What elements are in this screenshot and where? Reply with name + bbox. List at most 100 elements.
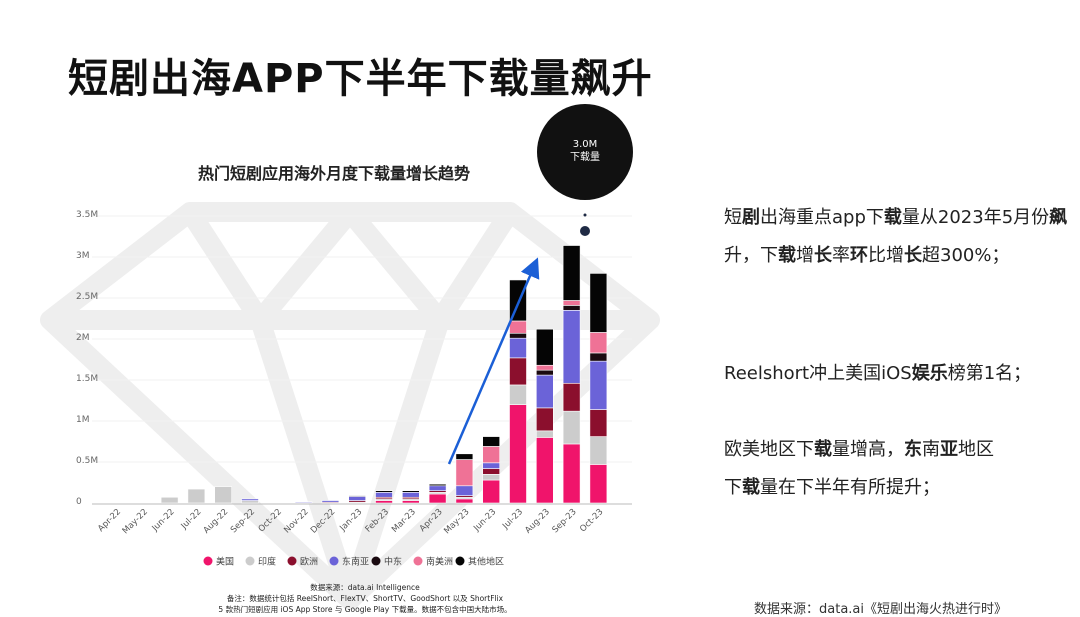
bar-segment <box>563 310 580 383</box>
legend-swatch <box>246 557 255 566</box>
bar-segment <box>536 375 553 408</box>
bar-segment <box>483 437 500 447</box>
bar-segment <box>161 497 178 503</box>
bar-segment <box>402 492 419 497</box>
bar-segment <box>295 502 312 503</box>
legend-swatch <box>414 557 423 566</box>
bar-segment <box>242 501 259 503</box>
bar-segment <box>536 365 553 370</box>
bar-segment <box>456 454 473 460</box>
legend-label: 印度 <box>258 556 276 568</box>
legend-swatch <box>456 557 465 566</box>
y-tick-label: 3.5M <box>76 210 98 220</box>
bar-segment <box>590 437 607 465</box>
bar-segment <box>483 446 500 462</box>
insight-paragraph-2: Reelshort冲上美国iOS娱乐榜第1名； <box>724 355 1076 393</box>
annotation-value: 3.0M <box>537 138 633 151</box>
chart-note-2: 5 款热门短剧应用 iOS App Store 与 Google Play 下载… <box>130 604 600 615</box>
bar-segment <box>322 501 339 503</box>
bar-segment <box>536 370 553 375</box>
bar-segment <box>429 484 446 486</box>
bar-segment <box>483 480 500 503</box>
y-tick-label: 1.5M <box>76 374 98 384</box>
bar-segment <box>349 496 366 497</box>
bar-segment <box>590 410 607 437</box>
bar-segment <box>590 361 607 409</box>
x-tick-label: Jan-23 <box>337 507 364 534</box>
chart-note-1: 备注：数据统计包括 ReelShort、FlexTV、ShortTV、GoodS… <box>130 593 600 604</box>
insight-paragraph-3: 欧美地区下载量增高，东南亚地区下载量在下半年有所提升； <box>724 431 1069 507</box>
x-tick-label: Aug-22 <box>202 507 231 536</box>
legend-label: 中东 <box>384 556 402 568</box>
bar-segment <box>215 487 232 503</box>
x-tick-label: Sep-23 <box>551 507 579 535</box>
legend-label: 南美洲 <box>426 556 453 568</box>
bar-segment <box>349 496 366 500</box>
legend-label: 欧洲 <box>300 556 318 568</box>
x-tick-label: Oct-23 <box>578 507 605 534</box>
x-tick-label: Jun-23 <box>471 507 498 534</box>
legend-label: 东南亚 <box>342 556 369 568</box>
bar-segment <box>590 332 607 353</box>
bar-segment <box>376 491 393 493</box>
bar-segment <box>429 494 446 503</box>
annotation-dot-small <box>584 214 587 217</box>
legend-swatch <box>330 557 339 566</box>
x-tick-label: Jul-23 <box>500 507 525 532</box>
y-tick-label: 0 <box>76 497 82 507</box>
bar-segment <box>563 444 580 503</box>
bar-segment <box>536 329 553 365</box>
bar-segment <box>590 464 607 503</box>
chart-source: 数据来源：data.ai Intelligence <box>130 582 600 593</box>
x-tick-label: Jul-22 <box>179 507 204 532</box>
bar-segment <box>563 411 580 444</box>
bar-segment <box>563 300 580 305</box>
bar-segment <box>563 246 580 301</box>
bar-segment <box>536 437 553 503</box>
bar-segment <box>563 383 580 411</box>
bar-segment <box>510 358 527 385</box>
annotation-dot-large <box>580 226 590 236</box>
bar-segment <box>536 431 553 438</box>
x-tick-label: Apr-22 <box>96 507 123 534</box>
bar-segment <box>483 469 500 475</box>
x-tick-label: Nov-22 <box>282 507 310 535</box>
legend-label: 美国 <box>216 556 234 568</box>
legend: 美国 印度 欧洲 东南亚 中东 南美洲 其他地区 <box>204 556 505 568</box>
bar-segment <box>590 353 607 361</box>
bar-segment <box>483 474 500 480</box>
legend-swatch <box>288 557 297 566</box>
bar-segment <box>456 460 473 486</box>
bar-segment <box>590 273 607 332</box>
bar-segment <box>510 385 527 405</box>
y-tick-label: 0.5M <box>76 456 98 466</box>
annotation-text: 下载量 <box>537 151 633 164</box>
bar-segment <box>376 492 393 497</box>
bar-segment <box>376 501 393 503</box>
bar-segment <box>510 333 527 338</box>
chart-title: 热门短剧应用海外月度下载量增长趋势 <box>198 160 470 184</box>
bar-segment <box>563 305 580 310</box>
y-tick-label: 2M <box>76 333 90 343</box>
bar-segment <box>483 463 500 469</box>
y-tick-label: 2.5M <box>76 292 98 302</box>
legend-label: 其他地区 <box>468 556 504 568</box>
legend-swatch <box>372 557 381 566</box>
bar-segment <box>188 489 205 503</box>
bar-segment <box>536 408 553 431</box>
bar-segment <box>510 405 527 503</box>
x-tick-label: Jun-22 <box>150 507 177 534</box>
x-tick-label: Aug-23 <box>523 507 552 536</box>
bar-segment <box>456 486 473 496</box>
bar-segment <box>402 491 419 493</box>
x-tick-label: May-22 <box>121 507 150 536</box>
bar-segment <box>456 499 473 503</box>
annotation-bubble: 3.0M 下载量 <box>537 104 633 200</box>
insight-paragraph-1: 短剧出海重点app下载量从2023年5月份飙升，下载增长率环比增长超300%； <box>724 199 1069 275</box>
legend-swatch <box>204 557 213 566</box>
y-tick-label: 3M <box>76 251 90 261</box>
bar-segment <box>402 501 419 503</box>
diamond-watermark <box>50 212 650 600</box>
